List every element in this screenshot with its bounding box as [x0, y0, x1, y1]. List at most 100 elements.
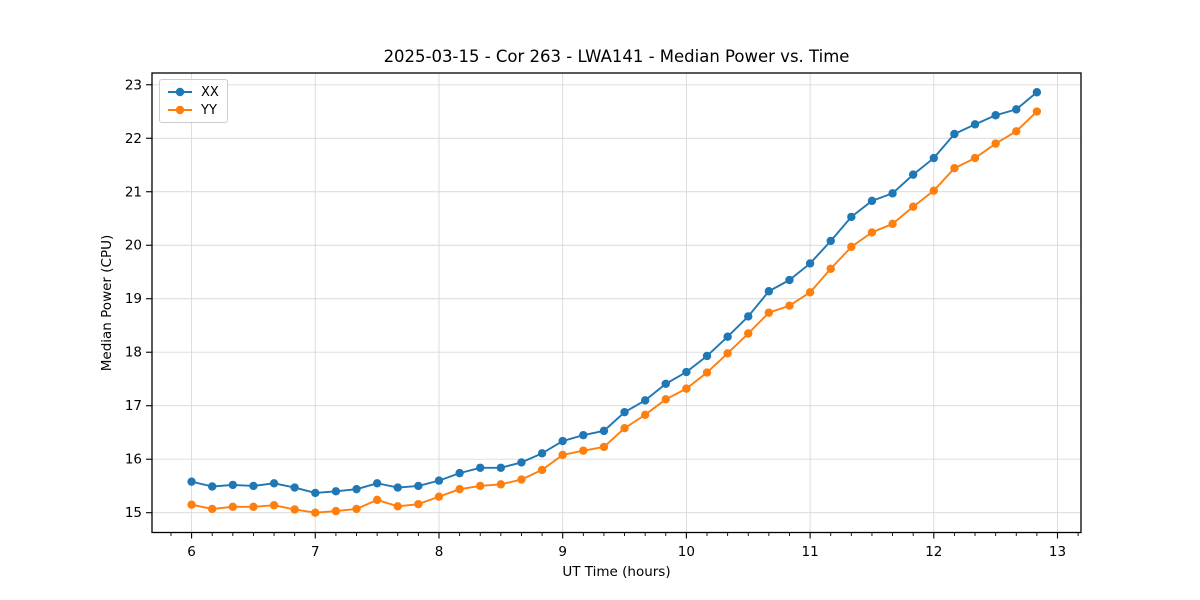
- series-xx-marker: [785, 275, 794, 285]
- series-xx-marker: [414, 481, 423, 491]
- y-axis-label: Median Power (CPU): [99, 234, 115, 372]
- series-xx-marker: [888, 189, 897, 198]
- series-yy-marker: [1012, 127, 1021, 136]
- series-yy-marker: [640, 410, 650, 420]
- y-tick-label: 23: [125, 77, 142, 93]
- series-yy-marker: [249, 502, 258, 512]
- series-yy-marker: [208, 504, 217, 514]
- series-xx-marker: [970, 120, 980, 129]
- x-tick-label: 8: [435, 544, 444, 560]
- series-xx-marker: [929, 153, 938, 163]
- plot-border: [151, 72, 1082, 534]
- series-yy-marker: [537, 465, 547, 475]
- series-yy-marker: [476, 481, 485, 491]
- series-xx-marker: [1012, 105, 1021, 114]
- series-xx-marker: [723, 332, 732, 341]
- series-yy-marker: [558, 450, 567, 460]
- y-tick-label: 17: [125, 398, 142, 414]
- series-yy-marker: [393, 502, 402, 511]
- series-xx-marker: [661, 379, 670, 388]
- series-xx-marker: [331, 487, 341, 496]
- series-yy-marker: [661, 395, 670, 404]
- series-yy-marker: [929, 186, 938, 195]
- series-yy-marker: [620, 423, 629, 433]
- series-xx-marker: [269, 479, 279, 488]
- series-yy-marker: [496, 480, 506, 489]
- chart-title: 2025-03-15 - Cor 263 - LWA141 - Median P…: [383, 47, 850, 66]
- series-xx-marker: [579, 430, 588, 440]
- series-yy-marker: [414, 499, 423, 509]
- series-yy-marker: [455, 484, 464, 494]
- series-xx-marker: [558, 436, 567, 446]
- legend-item-yy: YY: [167, 101, 221, 119]
- legend: XX YY: [159, 79, 228, 123]
- series-xx-marker: [950, 129, 959, 139]
- series-yy-marker: [888, 219, 897, 229]
- y-tick-label: 22: [125, 131, 142, 147]
- series-xx-marker: [620, 407, 629, 417]
- series-yy-marker: [744, 329, 753, 338]
- series-xx-marker: [372, 479, 382, 488]
- series-yy-marker: [723, 349, 732, 358]
- series-xx-marker: [1032, 88, 1042, 97]
- series-xx-marker: [228, 480, 238, 490]
- series-xx-marker: [640, 396, 650, 405]
- series-yy-marker: [372, 495, 382, 505]
- series-xx-marker: [517, 458, 526, 467]
- series-yy-marker: [702, 368, 712, 377]
- series-xx-marker: [393, 483, 402, 492]
- series-xx-marker: [702, 351, 712, 361]
- series-yy-marker: [991, 139, 1000, 148]
- y-tick-label: 18: [125, 345, 142, 361]
- series-xx-marker: [249, 481, 258, 491]
- y-tick-label: 21: [125, 184, 142, 200]
- series-xx-marker: [847, 212, 856, 222]
- series-xx-marker: [434, 476, 444, 485]
- series-xx-marker: [290, 483, 299, 492]
- series-xx-marker: [311, 488, 320, 498]
- series-yy-marker: [908, 202, 918, 211]
- series-yy-marker: [950, 164, 959, 173]
- series-xx-marker: [764, 287, 774, 296]
- series-yy-marker: [228, 502, 238, 512]
- x-tick-label: 9: [558, 544, 567, 560]
- y-tick-label: 15: [125, 505, 142, 521]
- x-axis-label: UT Time (hours): [562, 564, 671, 580]
- x-tick-label: 12: [925, 544, 942, 560]
- series-yy-line: [191, 110, 1038, 514]
- series-xx-marker: [599, 426, 609, 436]
- series-xx-marker: [352, 484, 361, 494]
- y-tick-label: 16: [125, 452, 142, 468]
- series-yy-marker: [1032, 107, 1042, 116]
- series-yy-marker: [867, 228, 877, 237]
- series-xx-marker: [208, 482, 217, 491]
- series-xx-marker: [455, 468, 464, 478]
- y-tick-label: 19: [125, 291, 142, 307]
- series-xx-marker: [744, 312, 753, 321]
- series-yy-marker: [331, 506, 341, 516]
- series-yy-marker: [599, 442, 609, 452]
- series-xx-marker: [805, 259, 815, 268]
- series-yy-marker: [517, 475, 526, 484]
- series-yy-marker: [764, 308, 774, 317]
- series-yy-marker: [579, 446, 588, 455]
- series-yy-marker: [826, 264, 835, 273]
- series-yy-marker: [311, 508, 320, 517]
- legend-label-yy: YY: [201, 102, 217, 118]
- series-xx-marker: [476, 463, 485, 472]
- series-yy-marker: [970, 153, 980, 163]
- series-yy-marker: [269, 501, 279, 510]
- series-xx-marker: [826, 236, 835, 246]
- series-yy-marker: [352, 504, 361, 514]
- x-tick-label: 7: [311, 544, 320, 560]
- series-xx-marker: [496, 463, 506, 472]
- x-tick-label: 13: [1049, 544, 1066, 560]
- series-xx-marker: [991, 111, 1000, 120]
- series-yy-marker: [785, 301, 794, 310]
- series-yy-marker: [290, 505, 299, 514]
- legend-item-xx: XX: [167, 83, 221, 101]
- line-marker-swatch-icon: [168, 105, 192, 115]
- series-yy-marker: [682, 384, 691, 393]
